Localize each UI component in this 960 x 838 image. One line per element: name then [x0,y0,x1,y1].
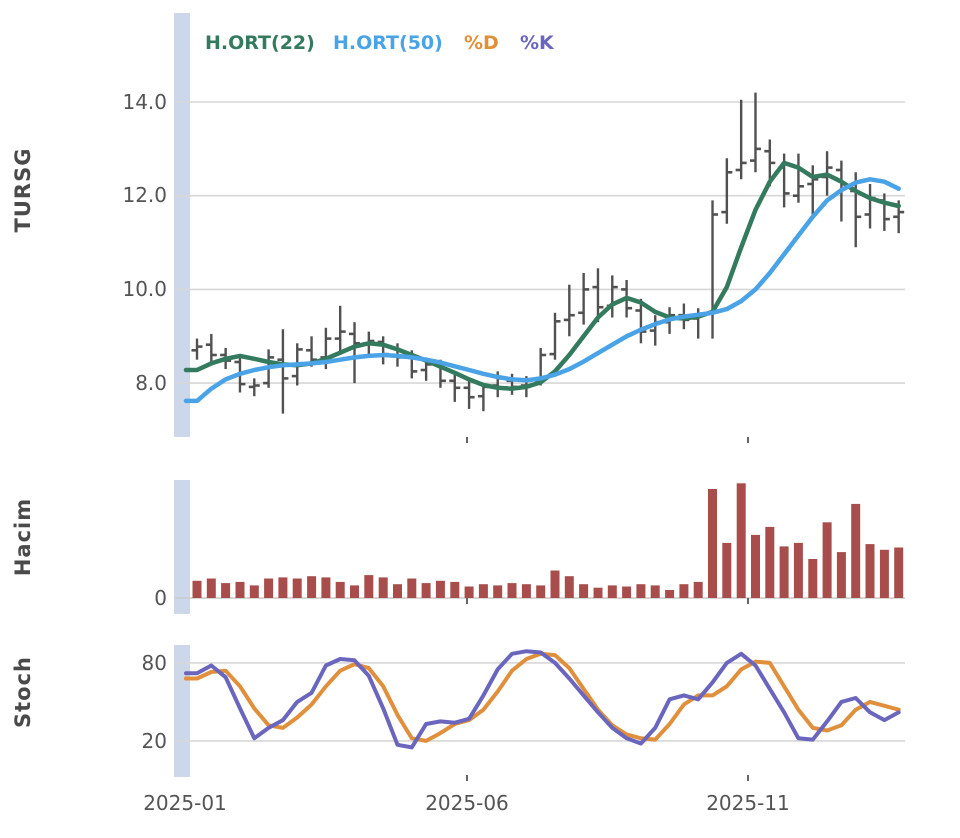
price-panel [175,92,905,414]
xtick-2025-06: 2025-06 [425,791,509,815]
volume-bar [364,575,374,598]
volume-bar [435,580,445,598]
legend-item-ma22: H.ORT(22) [205,32,315,54]
stoch-ytick-80: 80 [142,651,167,675]
volume-bar [450,581,460,598]
volume-bar [894,547,904,598]
xtick-2025-11: 2025-11 [706,791,790,815]
volume-bar [579,584,589,598]
volume-bar [822,522,832,598]
stoch-y-axis: 80 20 [142,651,167,753]
ma50-line [183,177,901,404]
x-axis: 2025-01 2025-06 2025-11 [143,791,790,815]
volume-bar [464,586,474,598]
price-ytick-8: 8.0 [135,371,167,395]
volume-bar [879,549,889,598]
volume-bar [779,546,789,598]
volume-bar [622,586,632,598]
xtick-2025-01: 2025-01 [143,791,227,815]
price-panel-label: TURSG [11,148,35,233]
volume-bar [550,570,560,598]
volume-bar [564,576,574,598]
volume-bar [192,580,202,598]
legend-item-percent-k: %K [520,32,555,54]
highlight-band-price [174,13,190,437]
volume-panel [175,483,905,599]
volume-bar [350,585,359,598]
volume-bar [264,578,274,598]
volume-bar [478,584,488,598]
price-ytick-14: 14.0 [122,90,167,114]
stoch-panel [175,649,905,750]
price-ytick-10: 10.0 [122,277,167,301]
volume-panel-label: Hacim [11,498,35,576]
volume-bar [335,581,345,598]
volume-bar [679,584,689,598]
stoch-panel-label: Stoch [11,656,35,728]
volume-bar [493,585,503,598]
price-ytick-12: 12.0 [122,183,167,207]
volume-bar [393,584,402,598]
volume-bar [407,578,417,598]
volume-bar [307,576,317,598]
volume-ytick-0: 0 [154,586,167,610]
volume-bar [536,585,546,598]
volume-bar [722,542,732,598]
volume-bar [693,581,703,598]
volume-bar [249,585,259,598]
volume-bar [421,583,431,598]
volume-bar [221,583,231,598]
volume-bar [808,559,818,598]
stoch-ytick-20: 20 [142,729,167,753]
legend: H.ORT(22) H.ORT(50) %D %K [205,32,555,54]
volume-bar [593,587,603,598]
volume-bar [836,552,846,598]
legend-item-ma50: H.ORT(50) [333,32,443,54]
volume-bar [851,503,861,598]
volume-bar [292,578,302,598]
volume-bar [665,590,675,598]
volume-bar [378,577,388,598]
volume-bar [736,483,746,598]
legend-item-percent-d: %D [464,32,499,54]
chart-plots [174,13,905,781]
volume-bar [708,489,717,598]
price-y-axis: 14.0 12.0 10.0 8.0 [122,90,167,395]
volume-bar [650,585,660,598]
volume-bar [751,534,760,598]
volume-bar [206,578,216,598]
highlight-band-volume [174,480,190,614]
volume-bar [636,584,646,598]
volume-bar [607,585,617,598]
volume-bar [865,544,875,598]
percent-k-line [184,649,901,750]
volume-bar [321,577,331,598]
volume-bar [278,577,288,598]
volume-bar [521,584,531,598]
highlight-band-stoch [174,645,190,777]
volume-bar [235,581,245,598]
volume-bar [793,542,803,598]
volume-bar [507,583,517,598]
volume-bar [765,526,775,598]
